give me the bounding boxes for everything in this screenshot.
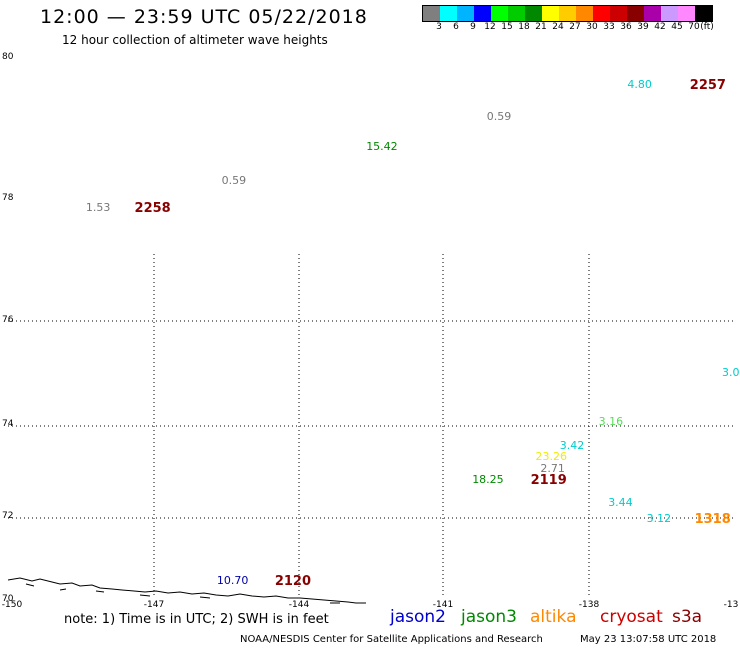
lat-label-80: 80 [2,52,14,62]
wave-height-value: 3.44 [608,496,633,510]
wave-height-value: 3.12 [646,512,672,525]
wave-height-value: 18.25 [472,473,504,487]
color-swatch-15 [678,6,695,21]
color-swatch-13 [644,6,661,21]
color-scale-label: 70 [688,22,700,32]
color-scale-label: 12 [484,22,496,32]
color-scale-label: 18 [518,22,530,32]
color-scale-label: 45 [671,22,683,32]
lon-label-138: -138 [578,600,600,610]
color-swatch-16 [695,6,712,21]
color-scale-label: 30 [586,22,598,32]
wave-height-value: 15.42 [366,140,398,154]
legend-cryosat: cryosat [600,607,663,627]
lat-label-74: 74 [2,419,14,429]
color-swatch-3 [474,6,491,21]
graticule [8,254,734,598]
color-swatch-7 [542,6,559,21]
lon-label-135: -13 [723,600,739,610]
wave-height-value: 23.26 [535,450,567,464]
wave-height-value: 3.16 [598,415,624,429]
color-scale-labels: 3 6 9 12 15 18 21 24 27 30 33 36 39 42 45 70 (ft) [422,22,740,34]
legend-altika: altika [530,607,577,627]
lat-label-76: 76 [2,315,14,325]
color-swatch-0 [423,6,440,21]
color-swatch-5 [508,6,525,21]
wave-height-value: 10.70 [216,574,249,587]
pass-time-label: 2257 [689,78,726,94]
page-subtitle: 12 hour collection of altimeter wave hei… [62,33,328,47]
color-scale-label: 21 [535,22,547,32]
lat-label-70: 70 [2,594,14,604]
wave-height-value: 4.80 [627,78,652,92]
color-swatch-8 [559,6,576,21]
color-scale-label: 3 [436,22,442,32]
color-scale-label: (ft) [700,22,714,32]
wave-height-value: 0.59 [486,110,512,124]
lat-label-72: 72 [2,511,14,521]
wave-height-value: 1.53 [85,201,111,215]
wave-height-value: 3.0 [722,365,740,379]
legend-s3a: s3a [672,607,703,627]
color-scale-label: 42 [654,22,666,32]
wave-height-value: 2.71 [540,461,565,475]
lat-label-78: 78 [2,193,14,203]
coastline [7,577,366,604]
color-scale-bar [422,5,713,22]
color-swatch-4 [491,6,508,21]
lon-label-144: -144 [288,600,310,610]
lon-label-147: -147 [143,600,165,610]
legend-jason3: jason3 [461,607,517,627]
color-swatch-10 [593,6,610,21]
units-note: note: 1) Time is in UTC; 2) SWH is in fe… [64,612,329,627]
color-scale-label: 33 [603,22,615,32]
coastline-islands [25,583,340,604]
color-scale-label: 6 [453,22,459,32]
color-swatch-2 [457,6,474,21]
pass-time-label: 2120 [274,574,312,589]
wave-height-value: 0.59 [221,174,247,188]
color-scale-label: 36 [620,22,632,32]
color-swatch-1 [440,6,457,21]
color-scale-label: 24 [552,22,564,32]
color-swatch-12 [627,6,644,21]
generated-timestamp: May 23 13:07:58 UTC 2018 [580,634,717,645]
pass-time-label: 2258 [134,201,171,217]
color-swatch-11 [610,6,627,21]
pass-time-label: 2119 [530,473,567,489]
color-scale-label: 39 [637,22,649,32]
color-swatch-9 [576,6,593,21]
lon-label-141: -141 [432,600,454,610]
footer-credit: NOAA/NESDIS Center for Satellite Applica… [240,634,543,645]
page-title: 12:00 — 23:59 UTC 05/22/2018 [40,6,368,28]
color-swatch-14 [661,6,678,21]
lon-label-150: -150 [1,600,23,610]
legend-jason2: jason2 [390,607,446,627]
color-scale-label: 27 [569,22,581,32]
color-scale-label: 15 [501,22,513,32]
pass-time-label: 1318 [694,512,731,527]
color-scale-label: 9 [470,22,476,32]
color-swatch-6 [525,6,542,21]
wave-height-value: 3.42 [559,438,585,452]
